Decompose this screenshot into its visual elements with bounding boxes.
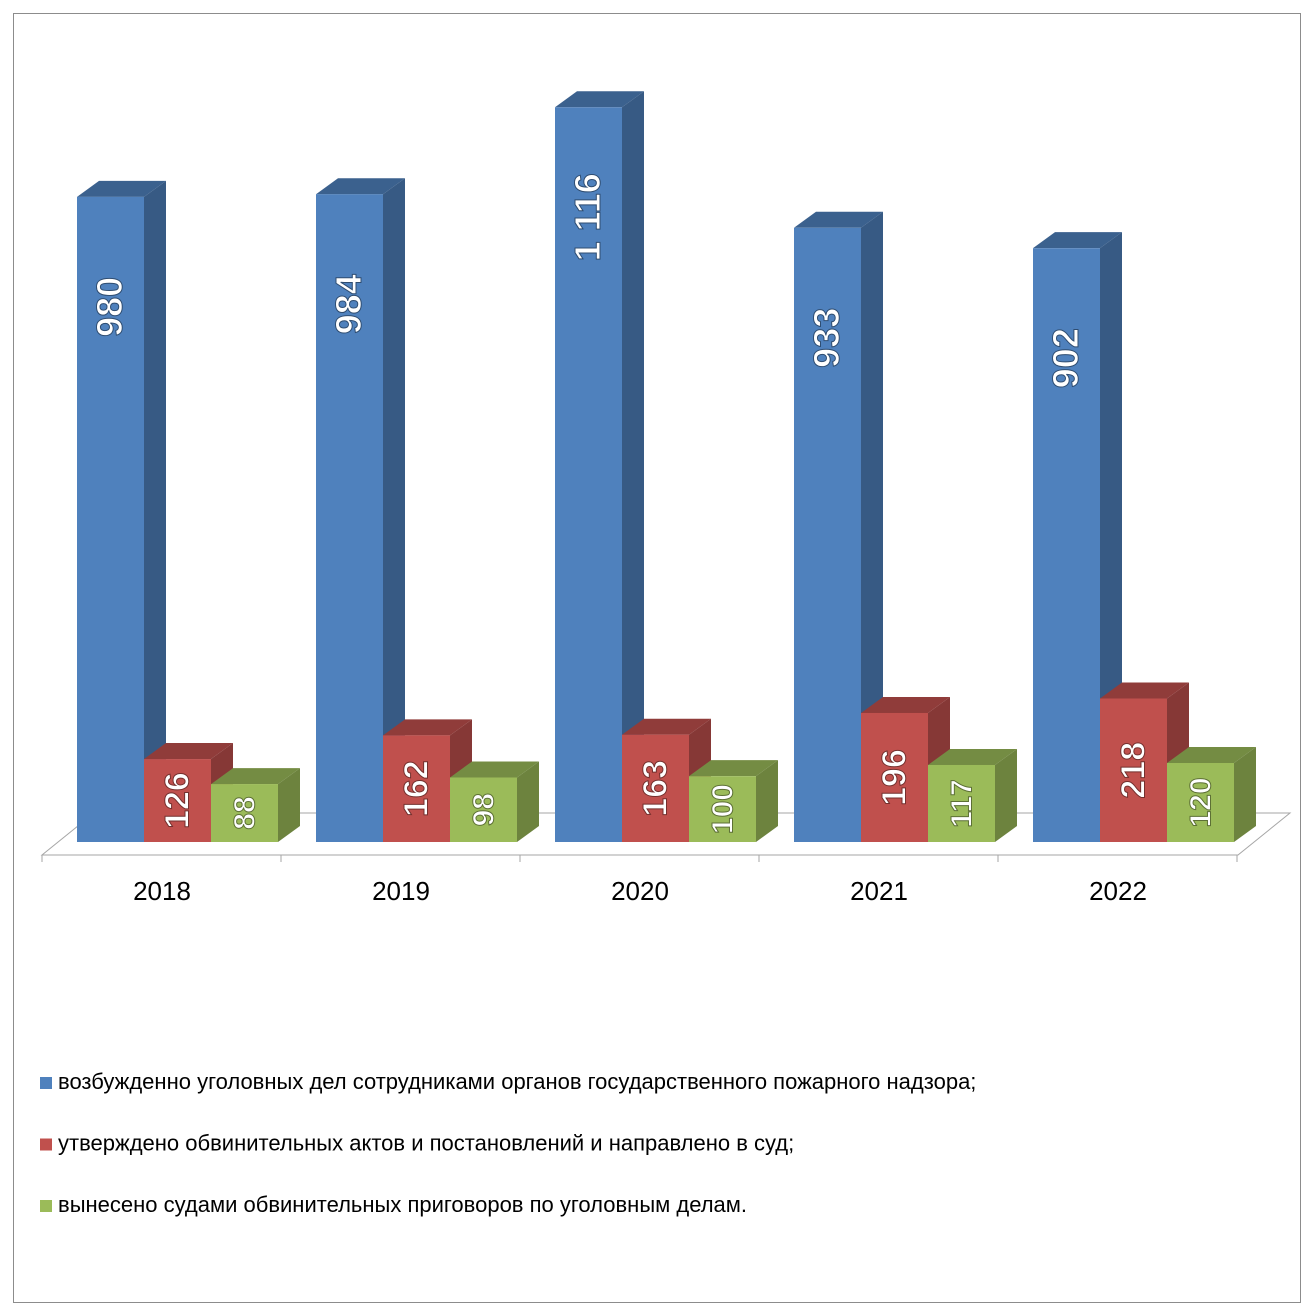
bar: [77, 196, 144, 843]
bar-top: [1033, 232, 1122, 249]
legend-label: утверждено обвинительных актов и постано…: [58, 1130, 794, 1155]
bar: [622, 734, 689, 842]
value-label: 117: [945, 779, 978, 827]
bar: [555, 107, 622, 843]
value-label: 88: [228, 796, 261, 829]
bar-top: [1167, 747, 1256, 763]
bar: [316, 194, 383, 842]
bar-top: [794, 211, 883, 228]
legend-label: вынесено судами обвинительных приговоров…: [58, 1192, 747, 1217]
x-tick-label: 2021: [850, 876, 908, 906]
legend-swatch: [40, 1077, 52, 1089]
bar: [928, 764, 995, 842]
bar-top: [928, 748, 1017, 765]
x-tick-label: 2020: [611, 876, 669, 906]
value-label: 902: [1045, 328, 1086, 388]
value-label: 933: [806, 308, 847, 368]
value-label: 120: [1184, 777, 1217, 827]
bar: [1033, 248, 1100, 842]
value-label: 218: [1114, 742, 1152, 799]
bar-top: [144, 743, 233, 760]
bar-side: [517, 761, 539, 842]
value-label: 984: [328, 274, 369, 334]
value-label: 98: [467, 793, 500, 826]
bar: [1100, 698, 1167, 842]
bar-side: [756, 760, 778, 842]
bar-side: [278, 768, 300, 842]
bar: [1167, 763, 1234, 842]
bar-top: [1100, 682, 1189, 699]
legend-label: возбужденно уголовных дел сотрудниками о…: [58, 1069, 976, 1094]
value-label: 196: [875, 749, 913, 806]
bar-top: [383, 719, 472, 736]
value-label: 980: [89, 277, 130, 337]
bar: [861, 712, 928, 842]
bar: [211, 784, 278, 842]
bar-top: [77, 180, 166, 197]
bar-top: [316, 178, 405, 195]
value-label: 163: [636, 760, 674, 817]
value-label: 100: [706, 784, 739, 834]
bar-top: [555, 91, 644, 108]
bar-side: [383, 178, 405, 842]
bar-side: [861, 211, 883, 842]
bar: [689, 776, 756, 842]
value-label: 1 116: [567, 173, 608, 261]
bar: [144, 759, 211, 842]
x-tick-label: 2018: [133, 876, 191, 906]
bar-top: [861, 696, 950, 713]
bar: [450, 777, 517, 842]
bar-side: [1234, 747, 1256, 842]
bar-side: [144, 180, 166, 843]
bar-side: [995, 748, 1017, 842]
value-label: 126: [158, 772, 196, 829]
bar-top: [689, 760, 778, 777]
legend-swatch: [40, 1138, 52, 1151]
bar-top: [450, 761, 539, 778]
bar-top: [211, 768, 300, 785]
bar: [383, 735, 450, 842]
bar: [794, 227, 861, 842]
x-tick-label: 2019: [372, 876, 430, 906]
legend-swatch: [40, 1200, 52, 1212]
bar-side: [622, 91, 644, 843]
x-tick-label: 2022: [1089, 876, 1147, 906]
value-label: 162: [397, 760, 435, 817]
bar-top: [622, 718, 711, 735]
